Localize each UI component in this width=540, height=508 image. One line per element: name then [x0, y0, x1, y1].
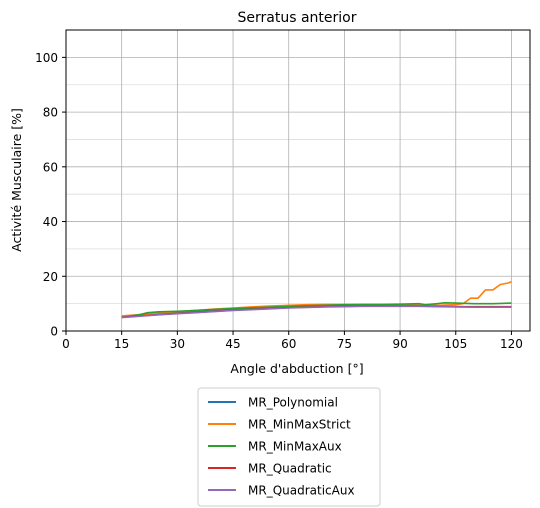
legend-label: MR_MinMaxAux — [248, 440, 342, 454]
series-lines — [122, 282, 512, 318]
legend-label: MR_Quadratic — [248, 462, 332, 476]
legend-label: MR_Polynomial — [248, 396, 338, 410]
y-tick-label: 40 — [43, 215, 58, 229]
x-tick-label: 120 — [500, 337, 523, 351]
y-tick-label: 100 — [35, 51, 58, 65]
y-tick-label: 80 — [43, 106, 58, 120]
y-tick-label: 60 — [43, 160, 58, 174]
y-tick-label: 0 — [50, 325, 58, 339]
legend-label: MR_QuadraticAux — [248, 484, 355, 498]
plot-frame — [66, 30, 530, 331]
x-tick-label: 30 — [170, 337, 185, 351]
x-tick-label: 90 — [392, 337, 407, 351]
x-axis-label: Angle d'abduction [°] — [230, 361, 363, 376]
legend-label: MR_MinMaxStrict — [248, 418, 351, 432]
x-tick-label: 45 — [225, 337, 240, 351]
grid — [66, 30, 530, 331]
legend: MR_Polynomial MR_MinMaxStrict MR_MinMaxAux… — [198, 388, 380, 506]
y-axis-label: Activité Musculaire [%] — [9, 108, 24, 252]
x-tick-label: 60 — [281, 337, 296, 351]
x-tick-label: 15 — [114, 337, 129, 351]
chart-title: Serratus anterior — [238, 10, 357, 26]
y-tick-label: 20 — [43, 270, 58, 284]
x-tick-label: 105 — [444, 337, 467, 351]
x-tick-label: 0 — [62, 337, 70, 351]
x-tick-label: 75 — [337, 337, 352, 351]
